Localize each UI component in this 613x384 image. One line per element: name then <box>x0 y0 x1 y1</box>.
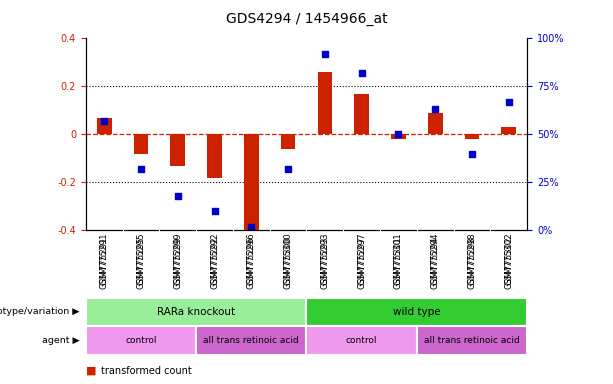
Bar <box>306 326 417 355</box>
Text: GSM775293: GSM775293 <box>321 232 329 285</box>
Text: wild type: wild type <box>393 307 441 317</box>
Text: GSM775291: GSM775291 <box>100 232 109 285</box>
Text: GSM775299: GSM775299 <box>173 232 182 285</box>
Text: all trans retinoic acid: all trans retinoic acid <box>204 336 299 345</box>
Point <box>173 193 183 199</box>
Bar <box>417 326 527 355</box>
Text: GDS4294 / 1454966_at: GDS4294 / 1454966_at <box>226 12 387 25</box>
Text: GSM775294: GSM775294 <box>431 232 440 285</box>
Text: control: control <box>346 336 378 345</box>
Bar <box>318 72 332 134</box>
Point <box>320 51 330 57</box>
Text: GSM775298: GSM775298 <box>468 232 476 285</box>
Text: agent ▶: agent ▶ <box>42 336 80 345</box>
Point <box>430 106 440 113</box>
Point <box>504 99 514 105</box>
Point <box>283 166 293 172</box>
Text: all trans retinoic acid: all trans retinoic acid <box>424 336 520 345</box>
Point <box>467 151 477 157</box>
Text: control: control <box>125 336 157 345</box>
Bar <box>86 326 196 355</box>
Point <box>210 208 219 214</box>
Bar <box>501 127 516 134</box>
Point <box>394 131 403 137</box>
Text: GSM775302: GSM775302 <box>504 232 513 285</box>
Text: RARa knockout: RARa knockout <box>157 307 235 317</box>
Bar <box>281 134 295 149</box>
Bar <box>428 113 443 134</box>
Bar <box>170 134 185 166</box>
Text: GSM775297: GSM775297 <box>357 232 366 285</box>
Text: transformed count: transformed count <box>101 366 192 376</box>
Bar <box>196 326 306 355</box>
Bar <box>97 118 112 134</box>
Point <box>136 166 146 172</box>
Text: GSM775301: GSM775301 <box>394 232 403 285</box>
Text: GSM775295: GSM775295 <box>137 232 145 285</box>
Bar <box>391 134 406 139</box>
Text: GSM775296: GSM775296 <box>247 232 256 285</box>
Bar <box>207 134 222 177</box>
Text: GSM775300: GSM775300 <box>284 232 292 285</box>
Point <box>246 223 256 230</box>
Bar <box>134 134 148 154</box>
Bar <box>306 298 527 326</box>
Bar <box>86 298 306 326</box>
Bar <box>354 94 369 134</box>
Text: GSM775292: GSM775292 <box>210 232 219 285</box>
Bar <box>465 134 479 139</box>
Point <box>357 70 367 76</box>
Text: genotype/variation ▶: genotype/variation ▶ <box>0 308 80 316</box>
Text: ■: ■ <box>86 366 96 376</box>
Bar <box>244 134 259 233</box>
Point <box>99 118 109 124</box>
